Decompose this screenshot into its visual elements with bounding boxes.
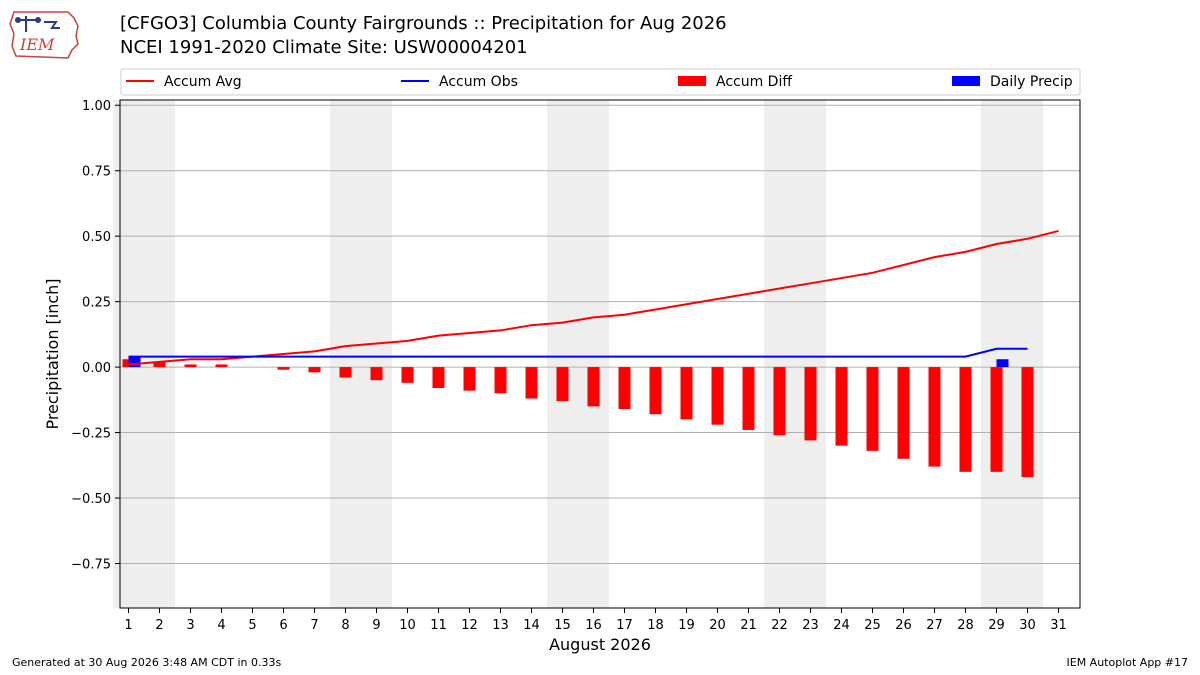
x-tick-label: 4 — [217, 618, 225, 633]
x-tick-label: 28 — [957, 618, 974, 633]
x-tick-label: 15 — [554, 618, 571, 633]
legend-box — [120, 68, 1081, 96]
y-tick-label: 0.00 — [82, 361, 111, 376]
accum-diff-bar — [432, 367, 445, 389]
x-tick-label: 21 — [740, 618, 757, 633]
x-tick-label: 8 — [341, 618, 349, 633]
accum-diff-bar — [494, 367, 507, 394]
y-tick-label: 0.75 — [82, 165, 111, 180]
x-tick-label: 18 — [647, 618, 664, 633]
chart-subtitle: NCEI 1991-2020 Climate Site: USW00004201 — [120, 37, 528, 58]
iem-logo: IEM — [8, 6, 86, 66]
y-axis-label: Precipitation [inch] — [43, 278, 62, 429]
weekend-band — [547, 100, 609, 608]
accum-obs-line — [128, 347, 1028, 358]
x-tick-label: 12 — [461, 618, 478, 633]
weekend-band — [981, 100, 1043, 608]
x-tick-label: 1 — [124, 618, 132, 633]
legend-label: Accum Avg — [164, 74, 242, 90]
accum-diff-bar — [928, 367, 941, 467]
x-tick-label: 24 — [833, 618, 850, 633]
x-tick-label: 30 — [1019, 618, 1036, 633]
y-tick-label: 0.25 — [82, 296, 111, 311]
accum-diff-bar — [742, 367, 755, 430]
logo-text: IEM — [19, 35, 55, 54]
x-tick-label: 3 — [186, 618, 194, 633]
accum-diff-bar — [556, 367, 569, 402]
app-footer: IEM Autoplot App #17 — [1066, 656, 1189, 669]
accum-diff-bar — [277, 367, 290, 370]
accum-diff-bar — [587, 367, 600, 407]
x-tick-label: 9 — [372, 618, 380, 633]
accum-diff-bar — [370, 367, 383, 381]
accum-diff-bar — [959, 367, 972, 472]
x-tick-label: 23 — [802, 618, 819, 633]
x-tick-label: 11 — [430, 618, 447, 633]
x-tick-label: 20 — [709, 618, 726, 633]
daily-precip-bar — [996, 359, 1009, 368]
accum-avg-line — [128, 229, 1059, 366]
accum-diff-bar — [339, 367, 352, 378]
legend-label: Daily Precip — [990, 74, 1073, 90]
x-tick-label: 14 — [523, 618, 540, 633]
x-tick-label: 31 — [1050, 618, 1067, 633]
weekend-band — [330, 100, 392, 608]
accum-diff-bar — [618, 367, 631, 409]
y-tick-label: 0.50 — [82, 230, 111, 245]
y-tick-label: −0.25 — [71, 427, 111, 442]
generated-footer: Generated at 30 Aug 2026 3:48 AM CDT in … — [12, 656, 282, 669]
weekend-band — [113, 100, 175, 608]
x-tick-label: 17 — [616, 618, 633, 633]
accum-diff-bar — [215, 364, 228, 368]
x-axis-label: August 2026 — [549, 635, 651, 654]
accum-diff-bar — [990, 367, 1003, 472]
x-tick-label: 29 — [988, 618, 1005, 633]
x-tick-label: 7 — [310, 618, 318, 633]
accum-diff-bar — [1021, 367, 1034, 478]
legend-label: Accum Obs — [439, 74, 518, 90]
x-tick-label: 19 — [678, 618, 695, 633]
accum-diff-bar — [649, 367, 662, 415]
accum-diff-bar — [463, 367, 476, 391]
accum-diff-bar — [804, 367, 817, 441]
x-tick-label: 16 — [585, 618, 602, 633]
x-tick-label: 6 — [279, 618, 287, 633]
accum-diff-bar — [866, 367, 879, 451]
x-tick-label: 25 — [864, 618, 881, 633]
accum-diff-bar — [308, 367, 321, 373]
y-tick-label: −0.75 — [71, 557, 111, 572]
legend-swatch-box — [952, 76, 980, 86]
accum-diff-bar — [680, 367, 693, 420]
x-tick-label: 5 — [248, 618, 256, 633]
legend-label: Accum Diff — [716, 74, 792, 90]
x-tick-label: 27 — [926, 618, 943, 633]
y-tick-label: −0.50 — [71, 492, 111, 507]
x-tick-label: 2 — [155, 618, 163, 633]
daily-precip-bar — [128, 356, 141, 368]
accum-diff-bar — [897, 367, 910, 459]
weekend-band — [764, 100, 826, 608]
accum-diff-bar — [773, 367, 786, 436]
chart-title: [CFGO3] Columbia County Fairgrounds :: P… — [120, 13, 727, 34]
y-tick-label: 1.00 — [82, 99, 111, 114]
accum-diff-bar — [835, 367, 848, 446]
x-tick-label: 22 — [771, 618, 788, 633]
x-tick-label: 26 — [895, 618, 912, 633]
accum-diff-bar — [401, 367, 414, 383]
x-tick-label: 13 — [492, 618, 509, 633]
x-tick-label: 10 — [399, 618, 416, 633]
accum-diff-bar — [525, 367, 538, 399]
legend-swatch-box — [678, 76, 706, 86]
accum-diff-bar — [153, 361, 166, 368]
accum-diff-bar — [184, 364, 197, 368]
plot-frame — [119, 99, 1081, 609]
accum-diff-bar — [711, 367, 724, 425]
